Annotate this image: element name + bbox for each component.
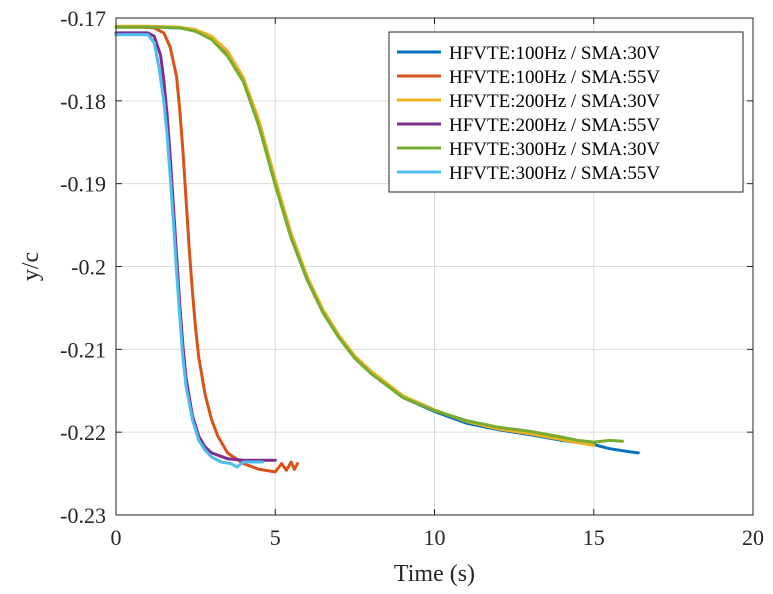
- x-tick-label: 5: [270, 525, 281, 550]
- y-tick-label: -0.21: [60, 337, 106, 362]
- series-line-5: [114, 25, 624, 444]
- legend-entry: HFVTE:200Hz / SMA:30V: [449, 91, 660, 112]
- series-lines: [114, 24, 640, 474]
- y-tick-label: -0.18: [60, 89, 106, 114]
- legend-entry: HFVTE:300Hz / SMA:55V: [449, 163, 660, 184]
- y-tick-label: -0.23: [60, 503, 106, 528]
- x-axis-label: Time (s): [394, 561, 475, 587]
- x-axis-ticks: 0 5 10 15 20: [111, 18, 764, 550]
- x-tick-label: 10: [424, 525, 446, 550]
- y-tick-label: -0.2: [71, 255, 106, 280]
- series-line-6: [114, 33, 264, 469]
- x-tick-label: 0: [111, 525, 122, 550]
- legend-box: [388, 31, 744, 193]
- y-tick-label: -0.22: [60, 420, 106, 445]
- series-line-2: [114, 25, 299, 474]
- y-tick-label: -0.19: [60, 172, 106, 197]
- legend-entry: HFVTE:200Hz / SMA:55V: [449, 115, 660, 136]
- legend-entry: HFVTE:300Hz / SMA:30V: [449, 139, 660, 160]
- x-tick-label: 20: [742, 525, 764, 550]
- y-axis-label: y/c: [18, 252, 44, 281]
- x-tick-label: 15: [583, 525, 605, 550]
- y-tick-label: -0.17: [60, 6, 106, 31]
- legend-entry: HFVTE:100Hz / SMA:55V: [449, 67, 660, 88]
- legend-entry: HFVTE:100Hz / SMA:30V: [449, 43, 660, 64]
- legend: HFVTE:100Hz / SMA:30V HFVTE:100Hz / SMA:5…: [388, 31, 744, 193]
- y-axis-ticks: -0.17 -0.18 -0.19 -0.2 -0.21 -0.22 -0.23: [60, 6, 753, 528]
